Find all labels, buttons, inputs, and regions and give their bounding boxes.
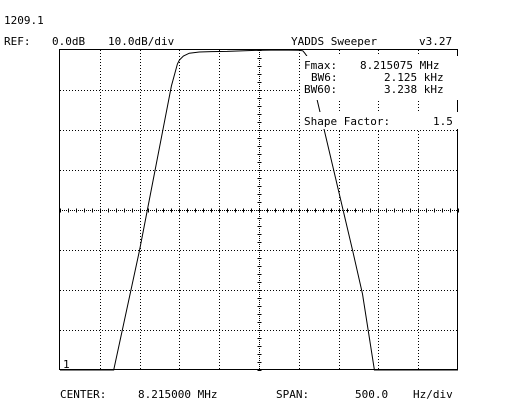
plot-frame — [59, 49, 458, 370]
ref-label: REF: — [4, 35, 31, 48]
response-trace — [60, 49, 458, 371]
span-unit: Hz/div — [413, 388, 453, 401]
shape-factor-label: Shape Factor: — [304, 115, 391, 128]
span-value: 500.0 — [355, 388, 389, 401]
bw60-value: 3.238 kHz — [384, 83, 444, 96]
bw60-label: BW60: — [304, 83, 338, 96]
scale-value: 10.0dB/div — [108, 35, 175, 48]
fmax-label: Fmax: — [304, 59, 338, 72]
shape-factor-value: 1.5 — [433, 115, 453, 128]
version-label: v3.27 — [419, 35, 453, 48]
bw6-label: BW6: — [311, 71, 338, 84]
measurement-panel — [300, 56, 458, 100]
plot-grid — [60, 50, 459, 371]
fmax-value: 8.215075 MHz — [360, 59, 440, 72]
center-frequency-value: 8.215000 MHz — [138, 388, 218, 401]
trace-marker-label: 1 — [63, 358, 70, 371]
ref-level-value: 0.0dB — [52, 35, 86, 48]
center-label: CENTER: — [60, 388, 107, 401]
bw6-value: 2.125 kHz — [384, 71, 444, 84]
app-title: YADDS Sweeper — [291, 35, 378, 48]
span-label: SPAN: — [276, 388, 310, 401]
shape-factor-panel — [300, 112, 458, 129]
sweep-id-label: 1209.1 — [4, 14, 44, 27]
